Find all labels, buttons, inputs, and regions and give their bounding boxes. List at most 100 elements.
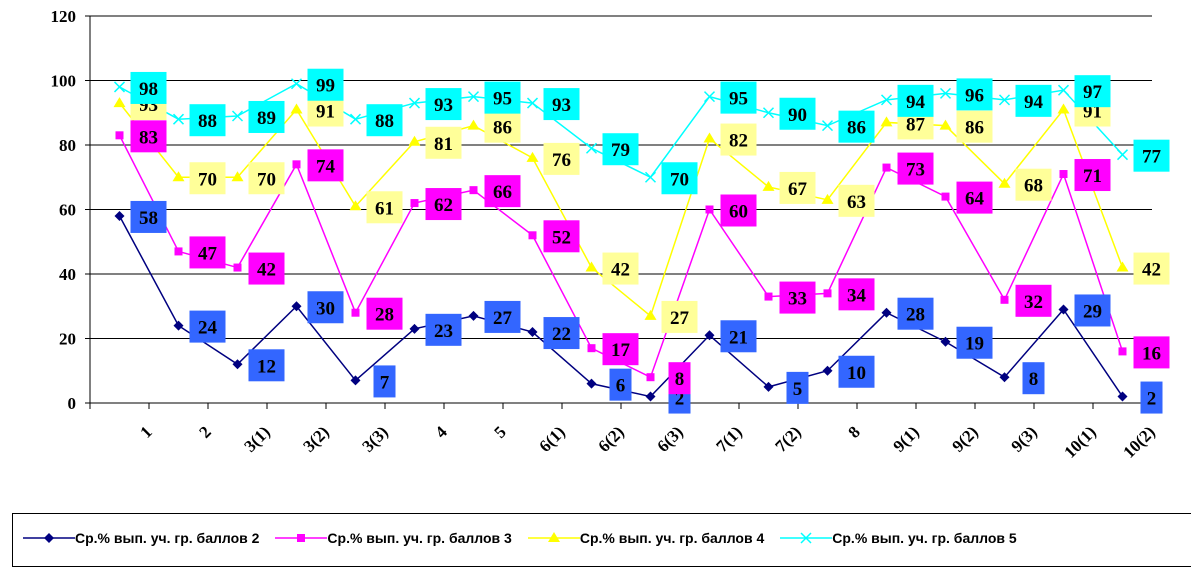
marker <box>527 327 538 338</box>
marker <box>762 107 775 119</box>
marker <box>585 142 598 154</box>
legend-row: Ср.% вып. уч. гр. баллов 2 Ср.% вып. уч. … <box>23 530 1033 546</box>
data-label-box <box>248 349 285 382</box>
data-label-box <box>189 104 226 137</box>
marker <box>114 210 125 221</box>
data-label-box <box>425 313 462 346</box>
data-label-box <box>779 281 816 314</box>
marker <box>880 94 893 106</box>
x-tick-label: 10(1) <box>1060 422 1099 461</box>
marker <box>941 192 950 201</box>
data-label: 52 <box>552 227 571 248</box>
data-label: 27 <box>493 308 513 329</box>
marker <box>823 289 832 298</box>
data-label-box <box>956 181 993 214</box>
data-label-box <box>609 368 632 401</box>
data-label: 60 <box>729 202 748 223</box>
data-label-box <box>307 68 344 101</box>
data-label-box <box>366 104 403 137</box>
marker <box>703 132 716 143</box>
data-label-box <box>838 278 875 311</box>
data-label-box <box>189 162 226 195</box>
legend-item: Ср.% вып. уч. гр. баллов 2 <box>23 530 259 546</box>
marker <box>764 292 773 301</box>
data-label-box <box>484 110 521 143</box>
x-tick-label: 9(2) <box>948 422 981 455</box>
data-label-box <box>543 88 580 121</box>
data-label-box <box>189 236 226 269</box>
data-label: 62 <box>434 195 453 216</box>
marker <box>408 135 421 146</box>
marker <box>645 391 656 402</box>
marker <box>350 375 361 386</box>
marker <box>881 307 892 318</box>
marker <box>646 373 655 382</box>
marker <box>705 205 714 214</box>
data-label: 71 <box>1083 166 1102 187</box>
x-tick-label: 8 <box>844 422 863 441</box>
data-label: 10 <box>847 363 866 384</box>
marker <box>467 119 480 130</box>
data-label: 22 <box>552 324 571 345</box>
x-tick-label: 10(2) <box>1119 422 1158 461</box>
marker <box>1059 170 1068 179</box>
marker <box>115 131 124 140</box>
data-label: 67 <box>788 179 808 200</box>
marker <box>1000 295 1009 304</box>
data-labels-series-5: 98 88 89 99 88 93 95 93 79 70 95 90 86 94 96 94 97 77 <box>130 68 1170 195</box>
data-label-box <box>956 78 993 111</box>
y-tick-label: 60 <box>59 201 76 220</box>
legend-label: Ср.% вып. уч. гр. баллов 2 <box>75 530 260 546</box>
data-label: 93 <box>552 95 571 116</box>
data-label: 96 <box>965 85 984 106</box>
data-label-box <box>543 317 580 350</box>
data-label-box <box>838 184 875 217</box>
data-label: 30 <box>316 298 335 319</box>
data-label: 42 <box>611 260 630 281</box>
data-label-box <box>366 191 403 224</box>
x-tick-label: 3(1) <box>240 422 273 455</box>
data-label: 74 <box>316 156 336 177</box>
data-label-box <box>1074 294 1111 327</box>
marker <box>939 87 952 99</box>
data-label-box <box>897 84 934 117</box>
data-label-box <box>602 133 639 166</box>
marker <box>231 110 244 122</box>
legend: Ср.% вып. уч. гр. баллов 2 Ср.% вып. уч. … <box>12 513 1191 567</box>
data-label-box <box>1015 168 1052 201</box>
data-label: 66 <box>493 182 512 203</box>
data-label: 87 <box>906 114 926 135</box>
data-label: 77 <box>1142 147 1162 168</box>
data-label-box <box>1140 381 1163 414</box>
data-label-box <box>130 200 167 233</box>
x-tick-label: 6(1) <box>535 422 568 455</box>
x-tick-label: 9(1) <box>889 422 922 455</box>
data-label: 58 <box>139 208 158 229</box>
marker <box>1117 391 1128 402</box>
marker <box>231 171 244 182</box>
marker <box>467 91 480 103</box>
marker <box>821 193 834 204</box>
data-label-box <box>130 71 167 104</box>
data-label-box <box>307 149 344 182</box>
data-label-box <box>425 126 462 159</box>
data-label-box <box>661 162 698 195</box>
x-tick-label: 6(3) <box>653 422 686 455</box>
data-label-box <box>484 300 521 333</box>
data-label: 86 <box>847 118 866 139</box>
data-label: 81 <box>434 134 453 155</box>
data-label: 99 <box>316 76 335 97</box>
marker <box>349 113 362 125</box>
marker <box>172 171 185 182</box>
y-tick-label: 40 <box>59 265 76 284</box>
marker <box>940 336 951 347</box>
marker <box>113 97 126 108</box>
data-label: 16 <box>1142 343 1161 364</box>
marker <box>587 344 596 353</box>
legend-label: Ср.% вып. уч. гр. баллов 4 <box>579 530 765 546</box>
marker <box>586 378 597 389</box>
data-label: 8 <box>675 369 685 390</box>
data-label-box <box>661 300 698 333</box>
data-label-box <box>484 81 521 114</box>
data-label: 86 <box>965 118 984 139</box>
